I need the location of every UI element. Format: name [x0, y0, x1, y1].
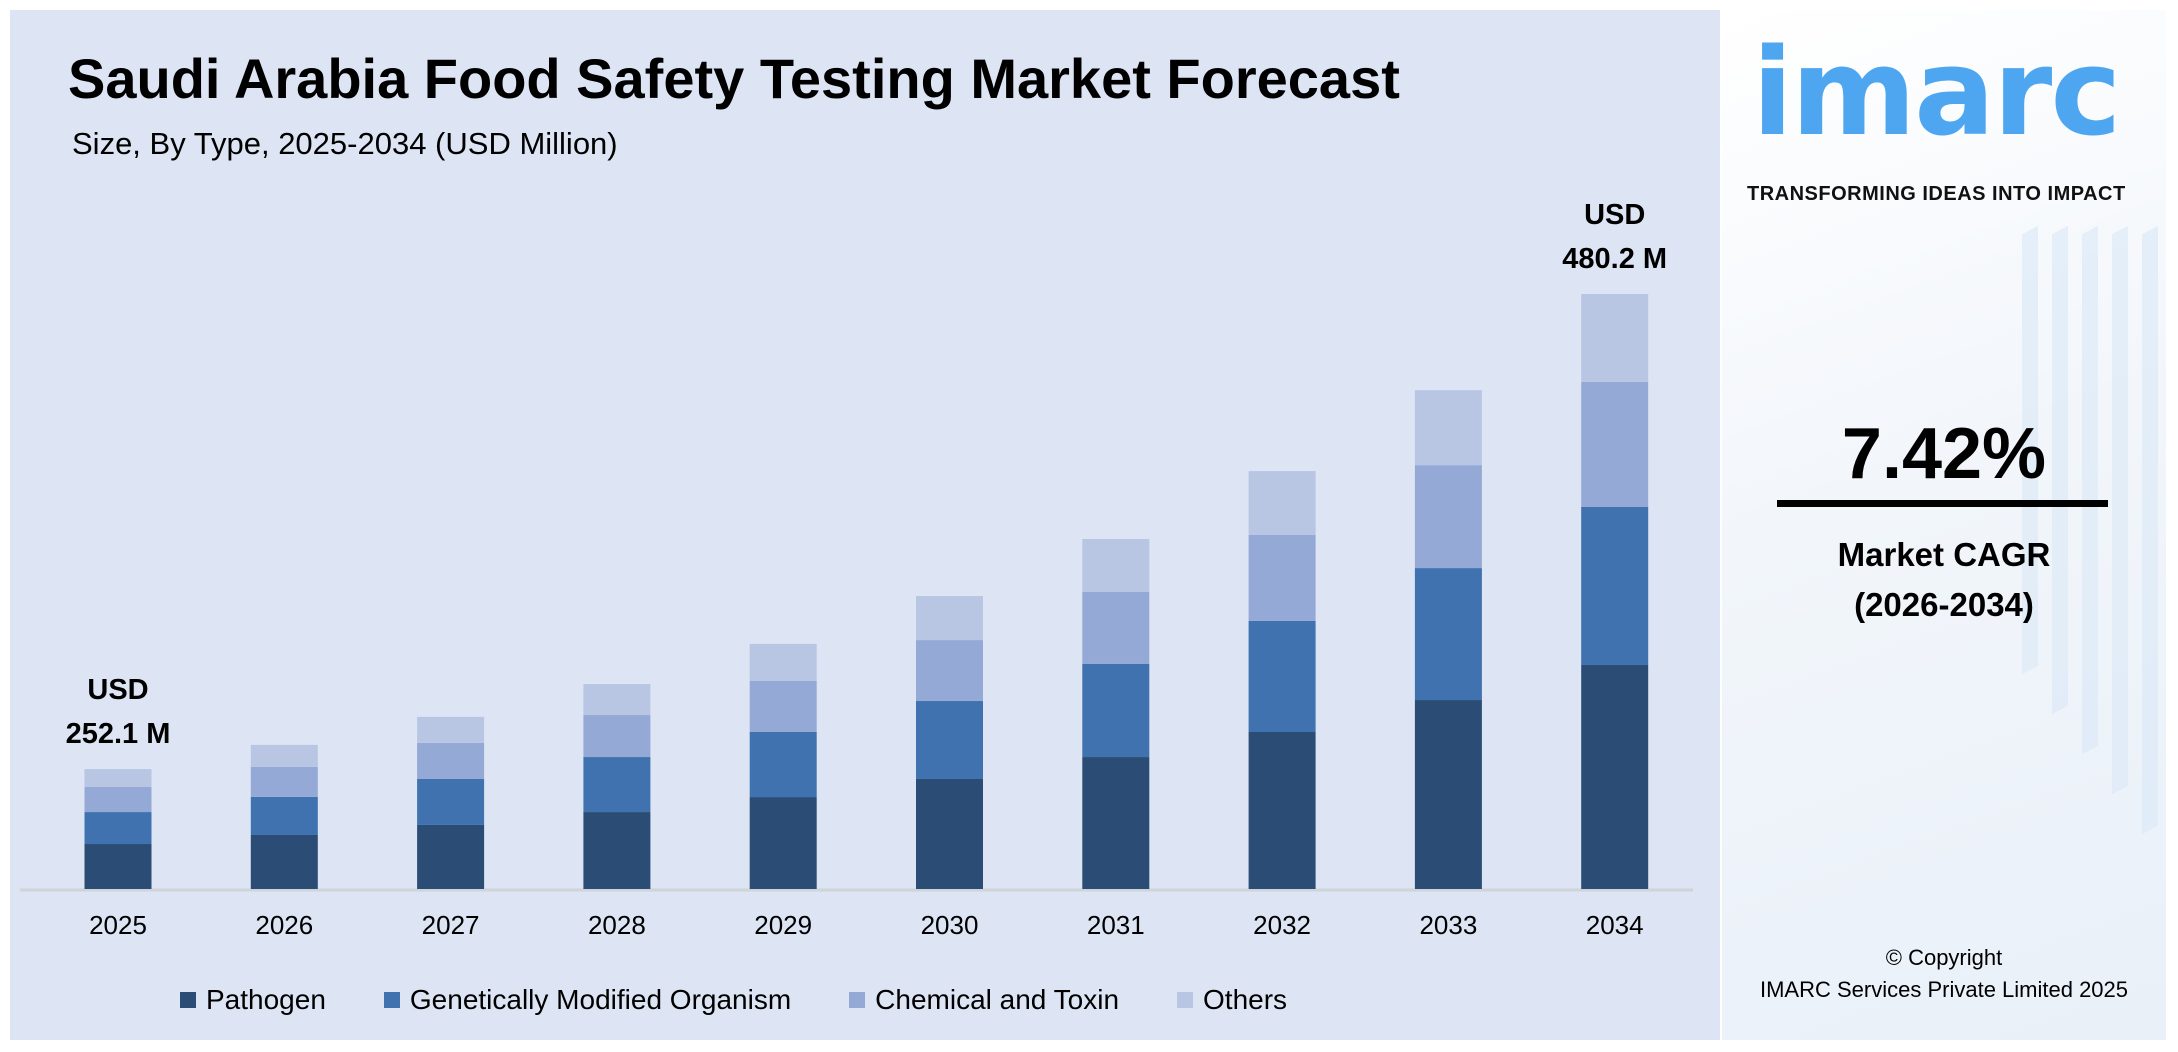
bar-segment-others-2034: [1581, 294, 1649, 382]
legend-item: Chemical and Toxin: [849, 984, 1119, 1016]
bar-segment-chemical-and-toxin-2030: [916, 640, 983, 702]
legend-item: Pathogen: [180, 984, 326, 1016]
value-annotation-currency: USD: [1584, 199, 1645, 231]
bar-segment-chemical-and-toxin-2031: [1082, 591, 1150, 664]
value-annotation-total: 480.2 M: [1562, 243, 1667, 275]
bar-segment-pathogen-2029: [749, 797, 817, 889]
bar-segment-others-2030: [916, 596, 983, 641]
x-tick-label: 2025: [89, 910, 147, 940]
bar-segment-pathogen-2027: [417, 824, 485, 889]
cagr-label: Market CAGR (2026-2034): [1722, 530, 2166, 630]
value-annotation-currency: USD: [87, 674, 148, 706]
x-tick-label: 2034: [1586, 910, 1644, 940]
cagr-period: (2026-2034): [1854, 586, 2034, 623]
bar-segment-others-2033: [1414, 390, 1482, 466]
bar-segment-genetically-modified-organism-2030: [916, 701, 983, 779]
legend-label: Pathogen: [206, 984, 326, 1015]
bar-segment-genetically-modified-organism-2027: [417, 778, 485, 825]
bar-segment-genetically-modified-organism-2028: [583, 757, 651, 813]
bar-segment-chemical-and-toxin-2029: [749, 680, 817, 733]
bar-segment-chemical-and-toxin-2033: [1414, 465, 1482, 569]
x-tick-label: 2033: [1419, 910, 1477, 940]
chart-title: Saudi Arabia Food Safety Testing Market …: [68, 47, 1400, 110]
bar-segment-pathogen-2033: [1414, 700, 1482, 889]
copyright-line1: © Copyright: [1885, 945, 2003, 970]
x-tick-label: 2027: [422, 910, 480, 940]
cagr-value: 7.42%: [1841, 414, 2047, 494]
bar-segment-genetically-modified-organism-2026: [250, 796, 318, 835]
chart-panel: Saudi Arabia Food Safety Testing Market …: [10, 10, 1720, 1040]
bar-segment-genetically-modified-organism-2025: [84, 812, 152, 845]
bar-segment-pathogen-2025: [84, 844, 152, 889]
bar-segment-genetically-modified-organism-2031: [1082, 663, 1150, 758]
x-tick-label: 2032: [1253, 910, 1311, 940]
bar-segment-pathogen-2032: [1248, 732, 1316, 889]
legend: Pathogen Genetically Modified Organism Che…: [180, 984, 1345, 1016]
bar-segment-chemical-and-toxin-2034: [1581, 381, 1649, 507]
bar-segment-genetically-modified-organism-2034: [1581, 506, 1649, 665]
bar-segment-pathogen-2026: [250, 834, 318, 889]
stacked-bar-chart: 2025 2026 2027 2028 2029 2030 2031 2032 2033 2034…: [20, 199, 1693, 940]
bar-segment-others-2027: [417, 716, 485, 743]
bar-segment-chemical-and-toxin-2026: [250, 766, 318, 797]
legend-item: Genetically Modified Organism: [383, 984, 792, 1016]
bar-segment-genetically-modified-organism-2032: [1248, 620, 1316, 733]
side-panel: imarc TRANSFORMING IDEAS INTO IMPACT 7.4…: [1722, 10, 2166, 1040]
copyright: © Copyright IMARC Services Private Limit…: [1722, 942, 2166, 1006]
chart-subtitle: Size, By Type, 2025-2034 (USD Million): [72, 126, 618, 161]
bar-segment-chemical-and-toxin-2032: [1248, 534, 1316, 621]
bar-segment-pathogen-2028: [583, 812, 651, 889]
bar-segment-genetically-modified-organism-2033: [1414, 568, 1482, 701]
x-tick-label: 2028: [588, 910, 646, 940]
value-annotation-total: 252.1 M: [66, 718, 171, 750]
bar-segment-others-2025: [84, 769, 152, 788]
bar-segment-chemical-and-toxin-2028: [583, 715, 651, 758]
bar-segment-others-2029: [749, 643, 817, 681]
bar-segment-pathogen-2034: [1581, 664, 1649, 889]
legend-swatch: [180, 992, 196, 1008]
x-tick-label: 2031: [1087, 910, 1145, 940]
legend-swatch: [1177, 992, 1194, 1008]
legend-item: Others: [1177, 984, 1287, 1016]
bar-segment-genetically-modified-organism-2029: [749, 732, 817, 798]
copyright-line2: IMARC Services Private Limited 2025: [1759, 977, 2129, 1002]
imarc-logo: imarc: [1752, 34, 2120, 158]
cagr-divider: [1777, 500, 2108, 507]
legend-swatch: [383, 992, 400, 1008]
bar-segment-chemical-and-toxin-2027: [417, 742, 485, 779]
legend-label: Others: [1203, 984, 1288, 1015]
x-tick-label: 2026: [255, 910, 313, 940]
bar-segment-others-2032: [1248, 471, 1316, 535]
x-tick-label: 2030: [921, 910, 979, 940]
bar-segment-pathogen-2030: [916, 778, 983, 889]
legend-label: Genetically Modified Organism: [409, 984, 792, 1015]
cagr-label-text: Market CAGR: [1837, 536, 2051, 573]
bar-segment-others-2031: [1082, 538, 1150, 592]
decorative-bar: [2112, 225, 2128, 795]
bar-segment-others-2028: [583, 684, 651, 716]
logo-tagline: TRANSFORMING IDEAS INTO IMPACT: [1747, 183, 2126, 205]
legend-label: Chemical and Toxin: [875, 984, 1120, 1015]
legend-swatch: [849, 992, 866, 1008]
bar-segment-pathogen-2031: [1082, 757, 1150, 889]
bar-segment-chemical-and-toxin-2025: [84, 787, 152, 813]
bar-segment-others-2026: [250, 744, 318, 767]
x-tick-label: 2029: [754, 910, 812, 940]
